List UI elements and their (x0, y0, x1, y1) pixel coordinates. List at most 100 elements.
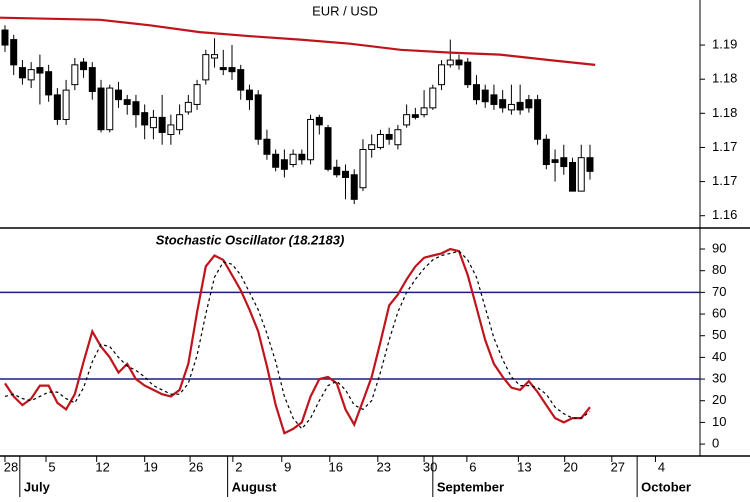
candle-body (184, 101, 192, 113)
candle-body (368, 144, 376, 150)
candle-body (438, 64, 446, 86)
candle-body (272, 153, 280, 168)
candle-body (507, 103, 515, 111)
y-tick-label: 90 (712, 240, 726, 255)
candle-body (420, 107, 428, 116)
candle-body (490, 94, 498, 105)
x-tick-label: 13 (517, 459, 531, 474)
candle-body (202, 54, 210, 81)
candle-body (254, 94, 262, 140)
candle-body (394, 129, 402, 146)
candle-body (132, 101, 140, 116)
candle-body (10, 39, 18, 66)
candle-body (586, 157, 594, 172)
candle-body (167, 124, 175, 135)
candle-body (88, 67, 96, 92)
candle-body (27, 69, 35, 81)
x-tick-label: 6 (469, 459, 476, 474)
candle-body (158, 116, 166, 133)
y-tick-label: 10 (712, 414, 726, 429)
y-tick-label: 1.18 (712, 105, 737, 120)
candle-body (193, 84, 201, 105)
candle-body (211, 54, 219, 59)
candle-body (333, 166, 341, 176)
y-tick-label: 0 (712, 436, 719, 451)
candle-body (464, 61, 472, 86)
candle-body (176, 114, 184, 131)
month-label: September (437, 479, 504, 494)
x-tick-label: 16 (329, 459, 343, 474)
series-line (4, 247, 591, 435)
candle-body (525, 99, 533, 109)
candle-body (403, 114, 411, 126)
y-tick-label: 50 (712, 327, 726, 342)
y-tick-label: 1.17 (712, 173, 737, 188)
month-label: August (232, 479, 277, 494)
candle-body (516, 101, 524, 111)
y-tick-label: 1.17 (712, 139, 737, 154)
oscillator-title: Stochastic Oscillator (18.2183) (156, 232, 345, 247)
y-tick-label: 60 (712, 305, 726, 320)
candle-body (228, 67, 236, 73)
series-line (4, 250, 591, 430)
x-tick-label: 4 (658, 459, 665, 474)
candle-body (245, 89, 253, 101)
candle-body (350, 174, 358, 200)
candle-body (71, 64, 79, 86)
candle-body (385, 133, 393, 140)
x-tick-label: 26 (189, 459, 203, 474)
candle-body (263, 138, 271, 155)
x-tick-label: 19 (143, 459, 157, 474)
candle-body (1, 29, 9, 46)
x-tick-label: 20 (563, 459, 577, 474)
y-tick-label: 1.16 (712, 207, 737, 222)
y-tick-label: 20 (712, 392, 726, 407)
candle-body (429, 87, 437, 109)
candle-body (359, 148, 367, 189)
x-tick-label: 27 (611, 459, 625, 474)
y-tick-label: 40 (712, 349, 726, 364)
candle-body (542, 138, 550, 166)
x-tick-label: 2 (235, 459, 242, 474)
candle-body (560, 157, 568, 168)
candle-body (534, 99, 542, 140)
y-tick-label: 1.19 (712, 36, 737, 51)
candle-body (446, 59, 454, 66)
x-tick-label: 23 (377, 459, 391, 474)
candle-body (315, 116, 323, 126)
x-tick-label: 28 (4, 459, 18, 474)
price-title: EUR / USD (312, 3, 378, 18)
candle-body (289, 153, 297, 166)
candle-body (376, 133, 384, 148)
candle-body (114, 89, 122, 101)
candle-body (97, 87, 105, 131)
candle-body (472, 84, 480, 101)
month-label: July (24, 479, 51, 494)
series-line (0, 16, 596, 66)
x-tick-label: 30 (423, 459, 437, 474)
x-tick-label: 9 (284, 459, 291, 474)
candle-body (237, 69, 245, 91)
candle-body (219, 67, 227, 71)
candle-body (36, 67, 44, 74)
month-label: October (641, 479, 691, 494)
x-tick-label: 5 (48, 459, 55, 474)
candle-body (298, 153, 306, 161)
candle-body (45, 71, 53, 96)
candle-body (577, 157, 585, 192)
candle-body (53, 94, 61, 120)
x-tick-label: 12 (95, 459, 109, 474)
y-tick-label: 1.18 (712, 71, 737, 86)
y-tick-label: 70 (712, 284, 726, 299)
candle-body (62, 89, 70, 120)
y-tick-label: 30 (712, 370, 726, 385)
candle-body (123, 99, 131, 105)
candle-body (18, 67, 26, 79)
candle-body (499, 99, 507, 109)
candle-body (307, 118, 315, 161)
candle-body (280, 159, 288, 170)
candle-body (324, 127, 332, 170)
